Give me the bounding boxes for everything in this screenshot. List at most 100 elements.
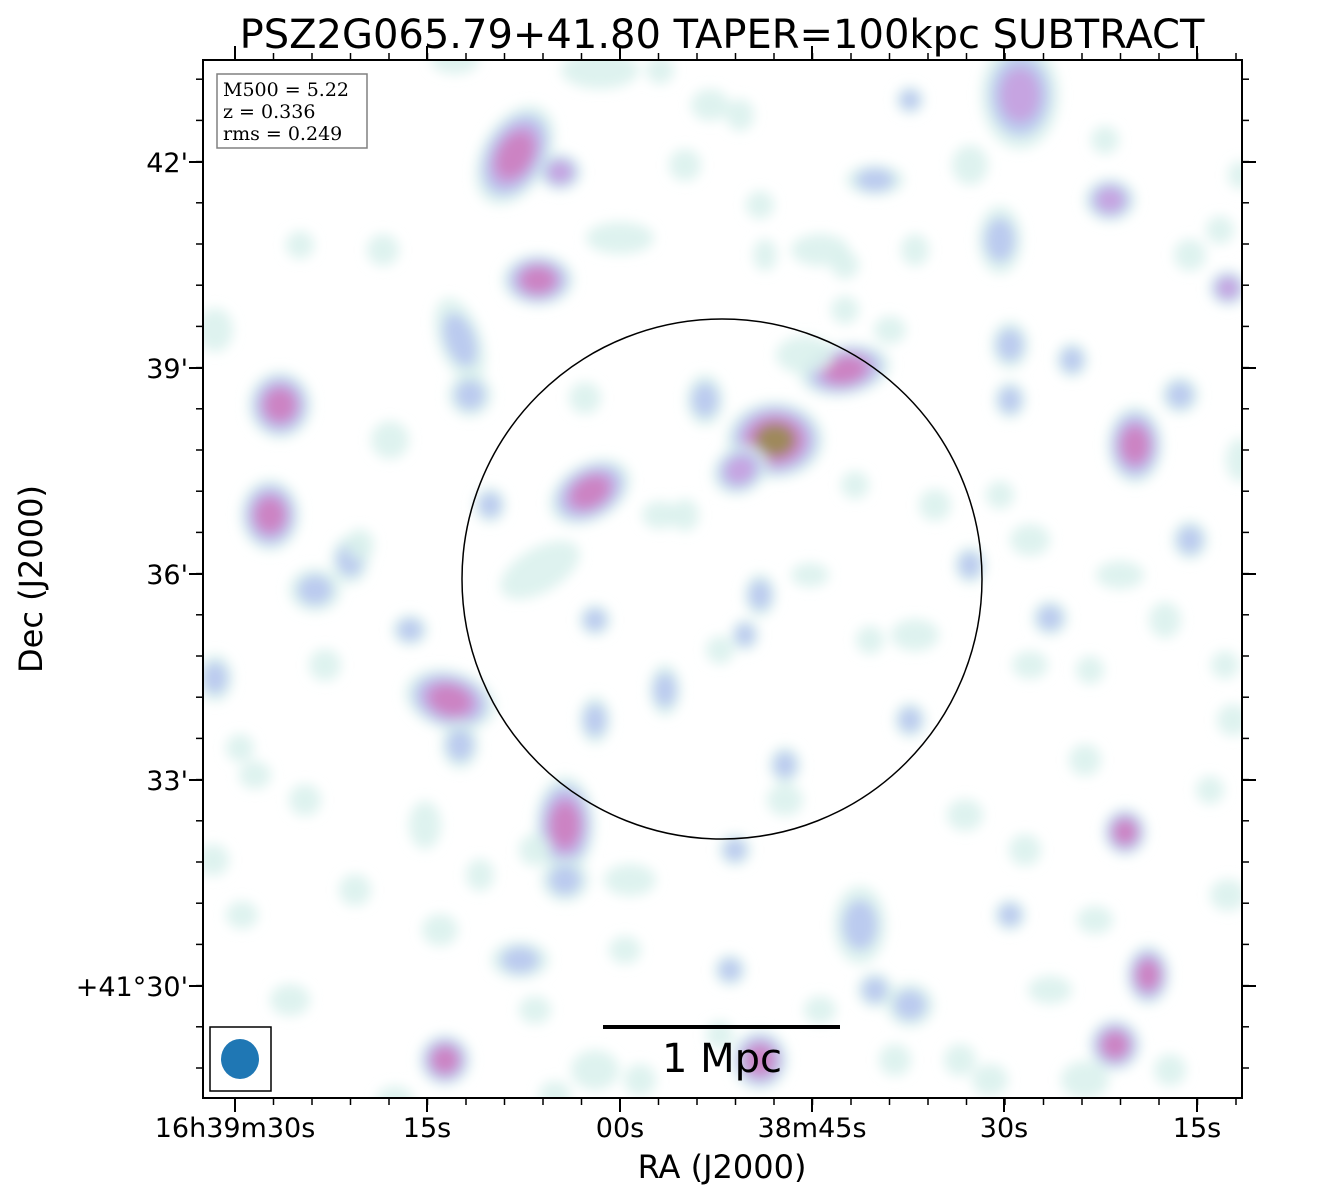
x-tick-label: 15s — [403, 1113, 451, 1144]
emission-blob — [894, 990, 926, 1020]
emission-blob — [746, 1045, 774, 1075]
emission-blob — [1149, 602, 1181, 638]
emission-blob — [1102, 1032, 1128, 1058]
emission-blob — [706, 636, 734, 664]
emission-blob — [874, 316, 906, 344]
x-axis-label: RA (J2000) — [638, 1148, 807, 1186]
emission-blob — [431, 60, 479, 74]
emission-map — [203, 60, 1242, 1098]
emission-blob — [466, 859, 494, 891]
emission-blob — [735, 623, 755, 647]
emission-blob — [985, 218, 1015, 262]
emission-blob — [999, 67, 1041, 123]
emission-blob — [1167, 382, 1193, 408]
emission-blob — [264, 389, 296, 421]
emission-blob — [521, 267, 555, 293]
emission-blob — [549, 865, 581, 895]
x-tick-labels: 16h39m30s 15s 00s 38m45s 30s 15s — [155, 1113, 1222, 1144]
x-tick-label: 30s — [980, 1113, 1028, 1144]
emission-blob — [297, 575, 333, 605]
emission-blob — [226, 901, 258, 929]
emission-blob — [726, 99, 754, 131]
emission-blob — [723, 838, 747, 862]
emission-blob — [879, 1044, 911, 1076]
x-tick-label: 16h39m30s — [155, 1113, 316, 1144]
emission-blob — [583, 704, 607, 736]
y-axis-label: Dec (J2000) — [12, 485, 50, 673]
emission-blob — [203, 844, 229, 876]
emission-blob — [1095, 187, 1125, 213]
emission-blob — [947, 799, 983, 831]
emission-blob — [447, 729, 473, 761]
emission-blob — [669, 149, 701, 181]
x-tick-label: 15s — [1173, 1113, 1221, 1144]
emission-blob — [898, 707, 922, 733]
y-tick-label: 33' — [146, 766, 188, 797]
emission-blob — [767, 784, 803, 816]
info-rms: rms = 0.249 — [223, 123, 342, 145]
emission-blob — [944, 1044, 976, 1076]
emission-blob — [519, 996, 551, 1024]
emission-blob — [604, 864, 656, 896]
emission-blob — [671, 499, 699, 531]
emission-blob — [270, 984, 310, 1016]
emission-blob — [367, 234, 399, 266]
emission-blob — [791, 563, 829, 587]
emission-blob — [773, 752, 797, 778]
emission-blob — [1228, 161, 1242, 189]
emission-blob — [550, 803, 580, 847]
emission-blob — [1037, 605, 1063, 631]
emission-blob — [1069, 744, 1101, 776]
emission-blob — [841, 471, 869, 499]
emission-blob — [1077, 906, 1113, 934]
emission-blob — [972, 1064, 1008, 1096]
emission-blob — [539, 1081, 571, 1098]
emission-blob — [569, 382, 601, 414]
emission-blob — [1211, 651, 1239, 679]
emission-blob — [842, 900, 878, 950]
emission-blob — [952, 145, 988, 185]
emission-blob — [309, 649, 341, 681]
emission-blob — [718, 958, 742, 982]
beam-ellipse — [221, 1039, 259, 1079]
emission-blob — [1174, 239, 1206, 271]
emission-blob — [776, 336, 834, 374]
emission-blob — [998, 387, 1022, 413]
emission-blob — [371, 421, 409, 459]
emission-blob — [1096, 561, 1144, 589]
y-tick-labels: +41°30' 33' 36' 39' 42' — [76, 148, 188, 1003]
emission-blob — [919, 489, 951, 521]
emission-blob — [642, 501, 678, 529]
emission-blob — [1136, 960, 1160, 990]
emission-blob — [409, 801, 441, 849]
emission-blob — [586, 222, 654, 254]
emission-blob — [255, 498, 285, 532]
emission-blob — [804, 996, 836, 1024]
emission-blob — [1154, 1054, 1186, 1086]
y-tick-label: 36' — [146, 560, 188, 591]
emission-blob — [500, 540, 580, 600]
emission-blob — [478, 492, 502, 518]
x-tick-label: 38m45s — [757, 1113, 866, 1144]
y-tick-label: 39' — [146, 354, 188, 385]
emission-blob — [748, 580, 772, 610]
emission-blob — [653, 672, 677, 708]
emission-blob — [624, 1064, 656, 1096]
emission-blob — [1196, 776, 1224, 804]
emission-blob — [1210, 879, 1242, 911]
emission-blob — [831, 251, 859, 279]
y-tick-label: 42' — [146, 148, 188, 179]
emission-blob — [986, 481, 1014, 509]
emission-blobs — [203, 60, 1242, 1098]
emission-blob — [753, 239, 777, 271]
emission-blob — [724, 456, 756, 484]
emission-blob — [646, 60, 674, 84]
emission-blob — [1091, 126, 1119, 154]
emission-blob — [286, 231, 314, 259]
emission-blob — [339, 874, 371, 906]
info-redshift: z = 0.336 — [223, 101, 315, 123]
emission-blob — [519, 834, 551, 866]
emission-blob — [432, 1047, 458, 1073]
info-box: M500 = 5.22 z = 0.336 rms = 0.249 — [216, 73, 368, 149]
emission-blob — [397, 618, 423, 642]
